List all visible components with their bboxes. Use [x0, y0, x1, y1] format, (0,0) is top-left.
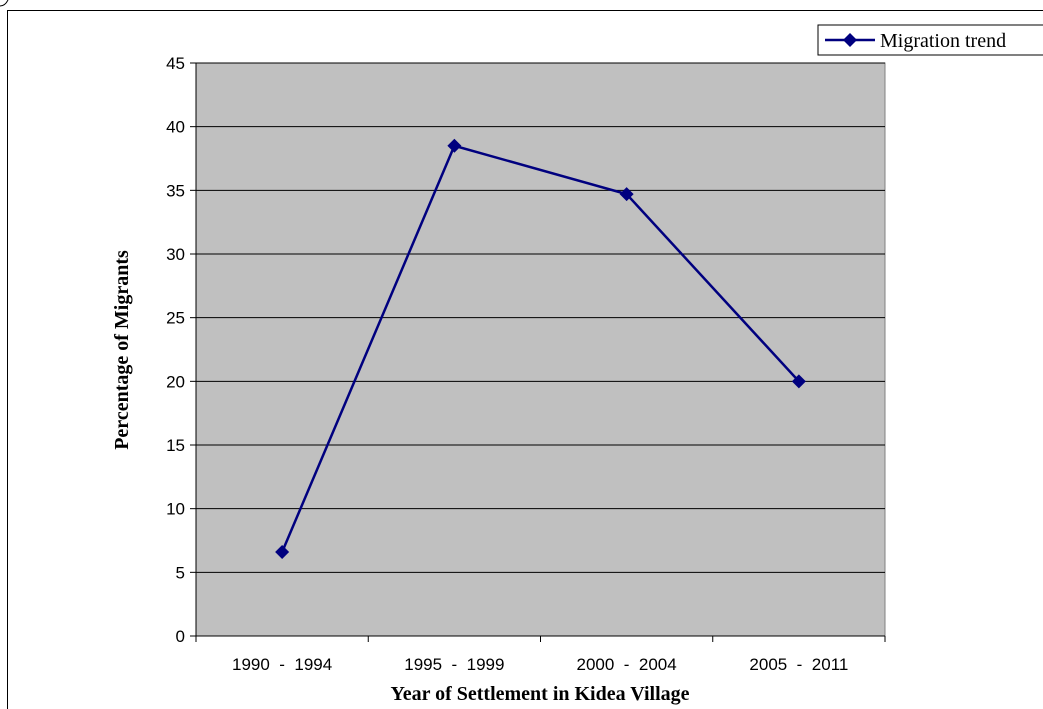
y-tick-label: 30 [166, 245, 185, 264]
y-tick-label: 40 [166, 118, 185, 137]
y-tick-label: 45 [166, 54, 185, 73]
x-tick-label: 2005 - 2011 [749, 655, 848, 674]
data-point-marker [275, 544, 290, 559]
y-tick-label: 25 [166, 309, 185, 328]
legend-label: Migration trend [880, 30, 1006, 52]
y-axis-title: Percentage of Migrants [111, 250, 133, 450]
y-tick-label: 35 [166, 181, 185, 200]
y-tick-label: 15 [166, 436, 185, 455]
plot-area [195, 62, 886, 637]
chart-frame [7, 10, 1043, 709]
legend-diamond-marker [843, 33, 857, 47]
y-tick-label: 5 [176, 563, 185, 582]
x-axis-title: Year of Settlement in Kidea Village [390, 683, 689, 705]
corner-mark [0, 0, 9, 7]
data-point-marker [791, 374, 806, 389]
x-tick-label: 1995 - 1999 [404, 655, 504, 674]
series-layer [275, 138, 806, 559]
data-point-marker [447, 138, 462, 153]
y-tick-label: 0 [176, 627, 185, 646]
data-point-marker [619, 187, 634, 202]
plot-background [195, 62, 886, 637]
series-line [280, 144, 800, 553]
y-axis-ticks: 0 5 10 15 20 25 30 35 40 45 [166, 54, 196, 646]
legend: Migration trend [817, 24, 1043, 56]
y-tick-label: 10 [166, 500, 185, 519]
x-tick-label: 1990 - 1994 [232, 655, 332, 674]
legend-box [817, 24, 1043, 56]
y-tick-label: 20 [166, 372, 185, 391]
x-axis-ticks: 1990 - 1994 1995 - 1999 2000 - 2004 2005 - … [195, 636, 886, 674]
x-tick-label: 2000 - 2004 [577, 655, 677, 674]
